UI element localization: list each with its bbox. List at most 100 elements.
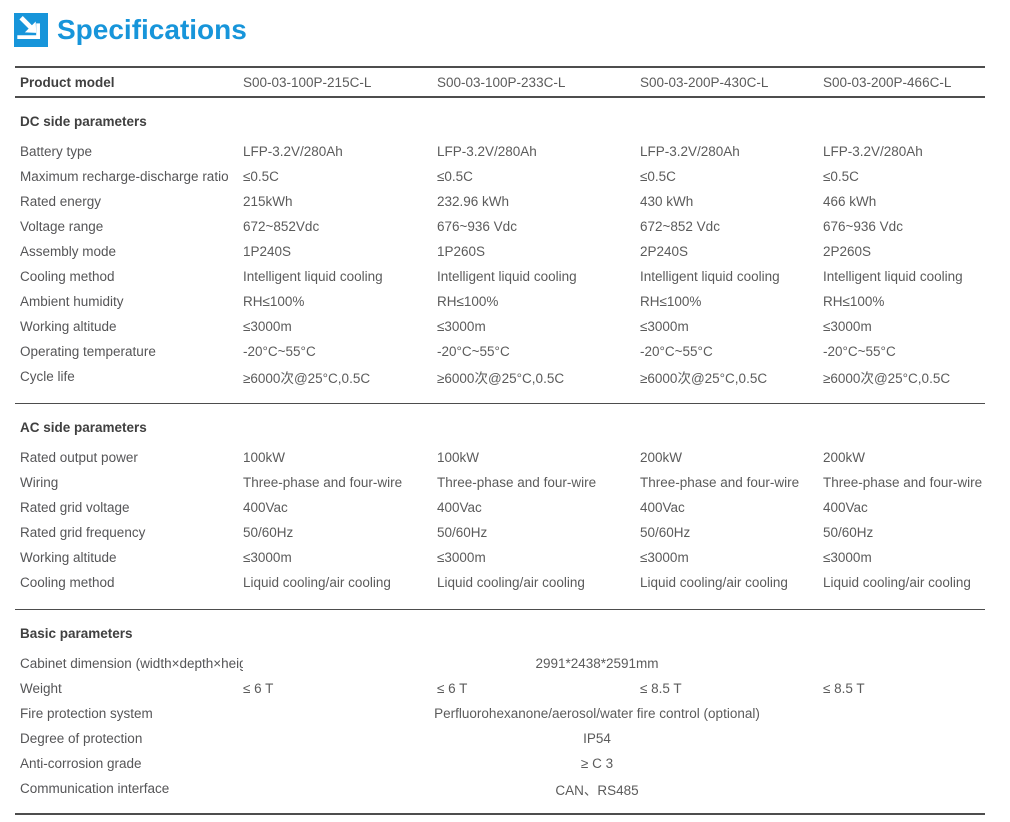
row-label: Cooling method xyxy=(20,269,115,284)
row-label: Rated output power xyxy=(20,450,138,465)
row-value: ≥6000次@25°C,0.5C xyxy=(640,370,768,386)
spec-table: Product model S00-03-100P-215C-L S00-03-… xyxy=(15,66,985,815)
row-value: LFP-3.2V/280Ah xyxy=(640,144,740,159)
row-span-value: CAN、RS485 xyxy=(555,782,639,798)
row-value: ≤ 8.5 T xyxy=(640,681,682,696)
row-value: 400Vac xyxy=(823,500,868,515)
row-value: Intelligent liquid cooling xyxy=(823,269,963,284)
row-value: Three-phase and four-wire xyxy=(243,475,403,490)
row-value: 400Vac xyxy=(640,500,685,515)
row-value: 100kW xyxy=(243,450,286,465)
spec-row-rated-output-power: Rated output power 100kW 100kW 200kW 200… xyxy=(15,445,985,470)
row-value: Liquid cooling/air cooling xyxy=(823,575,971,590)
row-value: ≤0.5C xyxy=(640,169,676,184)
row-value: Three-phase and four-wire xyxy=(640,475,800,490)
table-head-row: Product model S00-03-100P-215C-L S00-03-… xyxy=(15,66,985,98)
row-value: 400Vac xyxy=(243,500,288,515)
row-value: Three-phase and four-wire xyxy=(823,475,983,490)
row-value: ≥6000次@25°C,0.5C xyxy=(243,370,371,386)
section-dc-side: DC side parameters Battery type LFP-3.2V… xyxy=(15,98,985,404)
row-value: 400Vac xyxy=(437,500,482,515)
row-value: ≤0.5C xyxy=(243,169,279,184)
row-value: ≤0.5C xyxy=(437,169,473,184)
row-value: Three-phase and four-wire xyxy=(437,475,597,490)
row-value: 466 kWh xyxy=(823,194,877,209)
spec-row-rated-grid-frequency: Rated grid frequency 50/60Hz 50/60Hz 50/… xyxy=(15,520,985,545)
row-value: Liquid cooling/air cooling xyxy=(243,575,391,590)
row-value: Liquid cooling/air cooling xyxy=(640,575,788,590)
row-value: RH≤100% xyxy=(437,294,499,309)
spec-row-recharge-discharge-ratio: Maximum recharge-discharge ratio ≤0.5C ≤… xyxy=(15,164,985,189)
spec-row-ac-working-altitude: Working altitude ≤3000m ≤3000m ≤3000m ≤3… xyxy=(15,545,985,570)
row-value: ≤3000m xyxy=(243,319,292,334)
row-value: 50/60Hz xyxy=(243,525,294,540)
spec-row-dc-working-altitude: Working altitude ≤3000m ≤3000m ≤3000m ≤3… xyxy=(15,314,985,339)
row-value: -20°C~55°C xyxy=(243,344,316,359)
row-value: Liquid cooling/air cooling xyxy=(437,575,585,590)
row-value: 232.96 kWh xyxy=(437,194,510,209)
row-label: Rated grid frequency xyxy=(20,525,146,540)
row-value: ≤ 8.5 T xyxy=(823,681,865,696)
row-value: ≤3000m xyxy=(823,550,872,565)
row-label: Communication interface xyxy=(20,781,170,796)
row-value: 50/60Hz xyxy=(437,525,488,540)
row-value: 672~852 Vdc xyxy=(640,219,720,234)
page-header: Specifications xyxy=(0,0,1010,50)
row-value: Intelligent liquid cooling xyxy=(243,269,383,284)
spec-row-rated-grid-voltage: Rated grid voltage 400Vac 400Vac 400Vac … xyxy=(15,495,985,520)
row-value: -20°C~55°C xyxy=(437,344,510,359)
row-value: 50/60Hz xyxy=(823,525,874,540)
spec-row-fire-protection: Fire protection system Perfluorohexanone… xyxy=(15,701,985,726)
spec-row-ambient-humidity: Ambient humidity RH≤100% RH≤100% RH≤100%… xyxy=(15,289,985,314)
spec-row-weight: Weight ≤ 6 T ≤ 6 T ≤ 8.5 T ≤ 8.5 T xyxy=(15,676,985,701)
row-label: Working altitude xyxy=(20,319,117,334)
spec-row-anti-corrosion-grade: Anti-corrosion grade ≥ C 3 xyxy=(15,751,985,776)
row-value: 676~936 Vdc xyxy=(437,219,517,234)
spec-row-cabinet-dimension: Cabinet dimension (width×depth×height) 2… xyxy=(15,651,985,676)
row-value: 672~852Vdc xyxy=(243,219,320,234)
row-value: ≤0.5C xyxy=(823,169,859,184)
row-label: Maximum recharge-discharge ratio xyxy=(20,169,229,184)
spec-row-wiring: Wiring Three-phase and four-wire Three-p… xyxy=(15,470,985,495)
row-value: 2P240S xyxy=(640,244,689,259)
row-value: 200kW xyxy=(640,450,683,465)
product-model-4: S00-03-200P-466C-L xyxy=(823,74,952,90)
row-value: 1P260S xyxy=(437,244,486,259)
row-label: Working altitude xyxy=(20,550,117,565)
row-value: 215kWh xyxy=(243,194,293,209)
row-value: Intelligent liquid cooling xyxy=(437,269,577,284)
row-value: RH≤100% xyxy=(823,294,885,309)
row-label: Cooling method xyxy=(20,575,115,590)
product-model-1: S00-03-100P-215C-L xyxy=(243,74,372,90)
row-value: LFP-3.2V/280Ah xyxy=(437,144,537,159)
row-value: ≤3000m xyxy=(437,550,486,565)
row-label: Wiring xyxy=(20,475,59,490)
row-value: 676~936 Vdc xyxy=(823,219,903,234)
row-value: -20°C~55°C xyxy=(640,344,713,359)
row-value: ≤ 6 T xyxy=(243,681,274,696)
row-value: 1P240S xyxy=(243,244,292,259)
page-title: Specifications xyxy=(57,14,247,45)
row-value: LFP-3.2V/280Ah xyxy=(823,144,923,159)
row-value: Intelligent liquid cooling xyxy=(640,269,780,284)
row-value: ≤3000m xyxy=(640,319,689,334)
row-value: 50/60Hz xyxy=(640,525,691,540)
row-span-value: Perfluorohexanone/aerosol/water fire con… xyxy=(434,706,760,721)
row-span-value: IP54 xyxy=(583,731,611,746)
spec-row-degree-of-protection: Degree of protection IP54 xyxy=(15,726,985,751)
row-value: ≤3000m xyxy=(823,319,872,334)
spec-row-operating-temperature: Operating temperature -20°C~55°C -20°C~5… xyxy=(15,339,985,364)
row-label: Rated energy xyxy=(20,194,102,209)
spec-row-cycle-life: Cycle life ≥6000次@25°C,0.5C ≥6000次@25°C,… xyxy=(15,364,985,389)
row-label: Weight xyxy=(20,681,62,696)
row-label: Battery type xyxy=(20,144,93,159)
section-ac-side: AC side parameters Rated output power 10… xyxy=(15,404,985,610)
row-label: Cycle life xyxy=(20,369,75,384)
row-value: ≤ 6 T xyxy=(437,681,468,696)
row-label: Ambient humidity xyxy=(20,294,124,309)
row-label: Cabinet dimension (width×depth×height) xyxy=(20,656,243,671)
spec-row-dc-cooling-method: Cooling method Intelligent liquid coolin… xyxy=(15,264,985,289)
row-label: Anti-corrosion grade xyxy=(20,756,142,771)
spec-row-communication-interface: Communication interface CAN、RS485 xyxy=(15,776,985,801)
